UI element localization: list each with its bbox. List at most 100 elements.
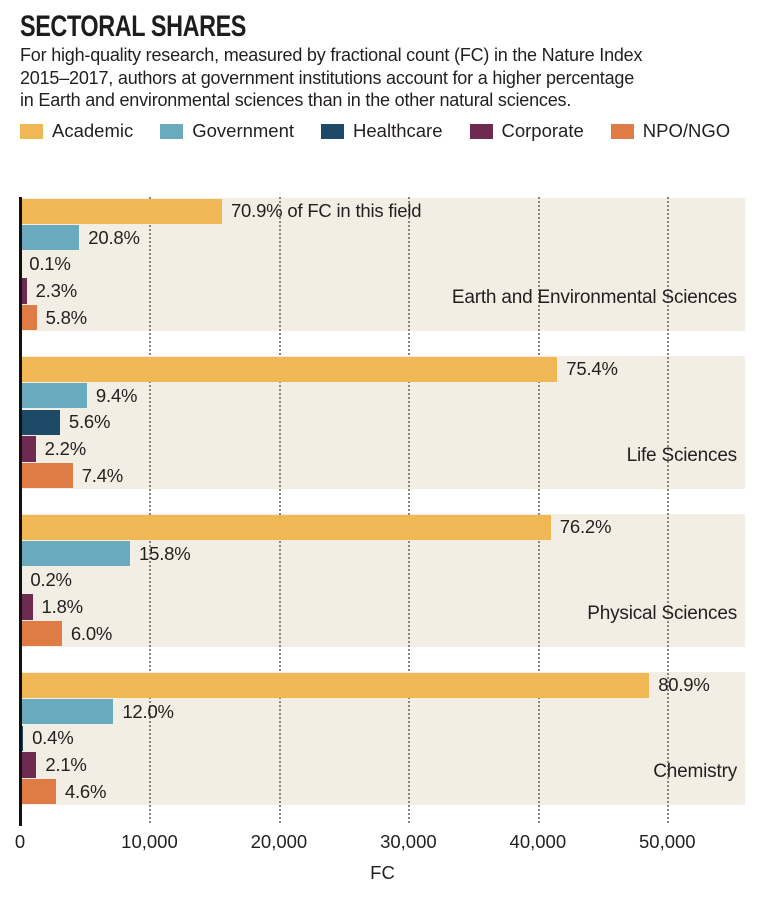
bar-value-label: 1.8% xyxy=(41,596,84,618)
x-tick-label: 30,000 xyxy=(380,831,437,852)
legend-item-npo-ngo: NPO/NGO xyxy=(610,120,731,142)
field-label: Chemistry xyxy=(653,761,737,782)
bar-value-label: 7.4% xyxy=(81,464,124,486)
grid-line xyxy=(278,197,281,823)
bar-row-healthcare: 0.2% xyxy=(20,567,745,594)
bar-row-healthcare: 0.4% xyxy=(20,725,745,752)
bar-academic xyxy=(20,514,551,540)
bar-corporate xyxy=(20,278,27,304)
bar-row-corporate: 1.8% xyxy=(20,594,745,621)
bar-npo-ngo xyxy=(20,621,62,647)
bar-value-label: 0.4% xyxy=(32,727,74,749)
bar-value-label: 2.1% xyxy=(45,754,87,776)
chart-subtitle-line: For high-quality research, measured by f… xyxy=(20,45,643,65)
bar-row-healthcare: 0.1% xyxy=(20,251,745,278)
bar-row-government: 20.8% xyxy=(20,225,745,252)
bar-value-label: 2.2% xyxy=(44,438,87,460)
x-tick-label: 50,000 xyxy=(639,831,696,852)
legend-swatch-healthcare xyxy=(321,123,345,139)
x-tick-label: 20,000 xyxy=(250,831,308,852)
bar-row-npo-ngo: 4.6% xyxy=(20,778,745,805)
x-axis-label: FC xyxy=(370,862,395,883)
legend-item-government: Government xyxy=(160,120,294,142)
plot-area: 70.9% of FC in this field 20.8% 0.1% 2.3% 5.… xyxy=(19,197,745,826)
legend-label: NPO/NGO xyxy=(642,120,731,141)
legend-swatch-npo-ngo xyxy=(610,123,634,139)
group-band-earth-and-environmental-sciences: 70.9% of FC in this field 20.8% 0.1% 2.3% 5.… xyxy=(20,198,745,331)
bar-row-healthcare: 5.6% xyxy=(20,409,745,436)
legend-label: Corporate xyxy=(501,120,584,141)
x-tick-label: 10,000 xyxy=(121,831,178,852)
legend-swatch-government xyxy=(160,123,184,139)
chart-subtitle-line: in Earth and environmental sciences than… xyxy=(20,90,572,110)
group-band-chemistry: 80.9% 12.0% 0.4% 2.1% 4.6% Chemistry xyxy=(20,672,745,805)
legend: Academic Government Healthcare Corporate NPO… xyxy=(20,120,730,142)
legend-label: Academic xyxy=(52,120,134,141)
bar-corporate xyxy=(20,594,33,620)
bar-row-corporate: 2.3% xyxy=(20,278,745,305)
bar-value-label: 76.2% xyxy=(559,516,612,538)
bar-value-label: 4.6% xyxy=(64,780,107,802)
grid-line xyxy=(408,197,411,823)
legend-item-academic: Academic xyxy=(20,120,133,142)
chart-subtitle: For high-quality research, measured by f… xyxy=(20,44,760,112)
bar-value-label: 2.3% xyxy=(35,280,78,302)
bar-npo-ngo xyxy=(20,305,37,331)
bar-healthcare xyxy=(20,409,60,436)
bar-academic xyxy=(20,198,222,224)
chart-subtitle-line: 2015–2017, authors at government institu… xyxy=(20,67,635,88)
chart-title: SECTORAL SHARES xyxy=(20,10,247,43)
grid-line xyxy=(149,197,152,823)
bar-row-npo-ngo: 6.0% xyxy=(20,620,745,647)
group-band-physical-sciences: 76.2% 15.8% 0.2% 1.8% 6.0% Physical Sciences xyxy=(20,514,745,647)
bar-value-label: 70.9% of FC in this field xyxy=(230,200,422,222)
bar-value-label: 6.0% xyxy=(70,622,113,644)
bar-academic xyxy=(20,356,558,382)
x-tick-label: 0 xyxy=(14,831,26,852)
bar-value-label: 5.6% xyxy=(68,411,111,433)
bar-value-label: 5.8% xyxy=(45,306,88,328)
field-label: Life Sciences xyxy=(626,445,738,466)
x-tick-label: 40,000 xyxy=(509,831,567,852)
legend-item-corporate: Corporate xyxy=(469,120,584,142)
grid-line xyxy=(537,197,540,823)
bar-row-academic: 70.9% of FC in this field xyxy=(20,198,745,225)
bar-row-academic: 76.2% xyxy=(20,514,745,541)
bar-npo-ngo xyxy=(20,463,73,489)
legend-swatch-corporate xyxy=(469,123,493,139)
bar-healthcare xyxy=(20,725,24,752)
bar-row-government: 12.0% xyxy=(20,699,745,726)
bar-value-label: 80.9% xyxy=(658,674,710,696)
x-axis-ticks: 0 10,000 20,000 30,000 40,000 50,000 xyxy=(15,831,745,853)
bar-government xyxy=(20,383,87,409)
group-band-life-sciences: 75.4% 9.4% 5.6% 2.2% 7.4% Life Sciences xyxy=(20,356,745,489)
bar-value-label: 12.0% xyxy=(122,700,174,722)
bar-corporate xyxy=(20,752,37,778)
legend-item-healthcare: Healthcare xyxy=(321,120,443,142)
bar-row-academic: 80.9% xyxy=(20,672,745,699)
bar-row-corporate: 2.2% xyxy=(20,436,745,463)
field-label: Earth and Environmental Sciences xyxy=(451,287,737,308)
y-axis-line xyxy=(19,197,22,826)
bar-row-government: 15.8% xyxy=(20,541,745,568)
bar-value-label: 0.2% xyxy=(30,569,72,591)
grid-line xyxy=(667,197,670,823)
legend-swatch-academic xyxy=(20,123,43,139)
bar-corporate xyxy=(20,436,36,462)
bar-value-label: 75.4% xyxy=(566,358,618,380)
bar-government xyxy=(20,541,131,567)
bar-row-government: 9.4% xyxy=(20,383,745,410)
bar-value-label: 20.8% xyxy=(88,226,140,248)
bar-value-label: 0.1% xyxy=(29,253,71,275)
bar-row-academic: 75.4% xyxy=(20,356,745,383)
field-label: Physical Sciences xyxy=(587,603,737,624)
bar-government xyxy=(20,225,80,251)
bar-academic xyxy=(20,672,650,698)
bar-row-corporate: 2.1% xyxy=(20,752,745,779)
bar-row-npo-ngo: 5.8% xyxy=(20,304,745,331)
bar-npo-ngo xyxy=(20,779,56,805)
bar-value-label: 9.4% xyxy=(95,384,138,406)
legend-label: Healthcare xyxy=(353,120,443,141)
bar-value-label: 15.8% xyxy=(139,542,191,564)
